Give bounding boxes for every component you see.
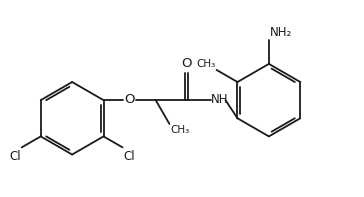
Text: O: O bbox=[124, 93, 134, 106]
Text: Cl: Cl bbox=[9, 150, 21, 163]
Text: Cl: Cl bbox=[124, 150, 135, 163]
Text: CH₃: CH₃ bbox=[171, 125, 190, 135]
Text: O: O bbox=[181, 58, 192, 71]
Text: NH: NH bbox=[211, 93, 229, 106]
Text: NH₂: NH₂ bbox=[270, 26, 292, 39]
Text: CH₃: CH₃ bbox=[196, 59, 215, 69]
